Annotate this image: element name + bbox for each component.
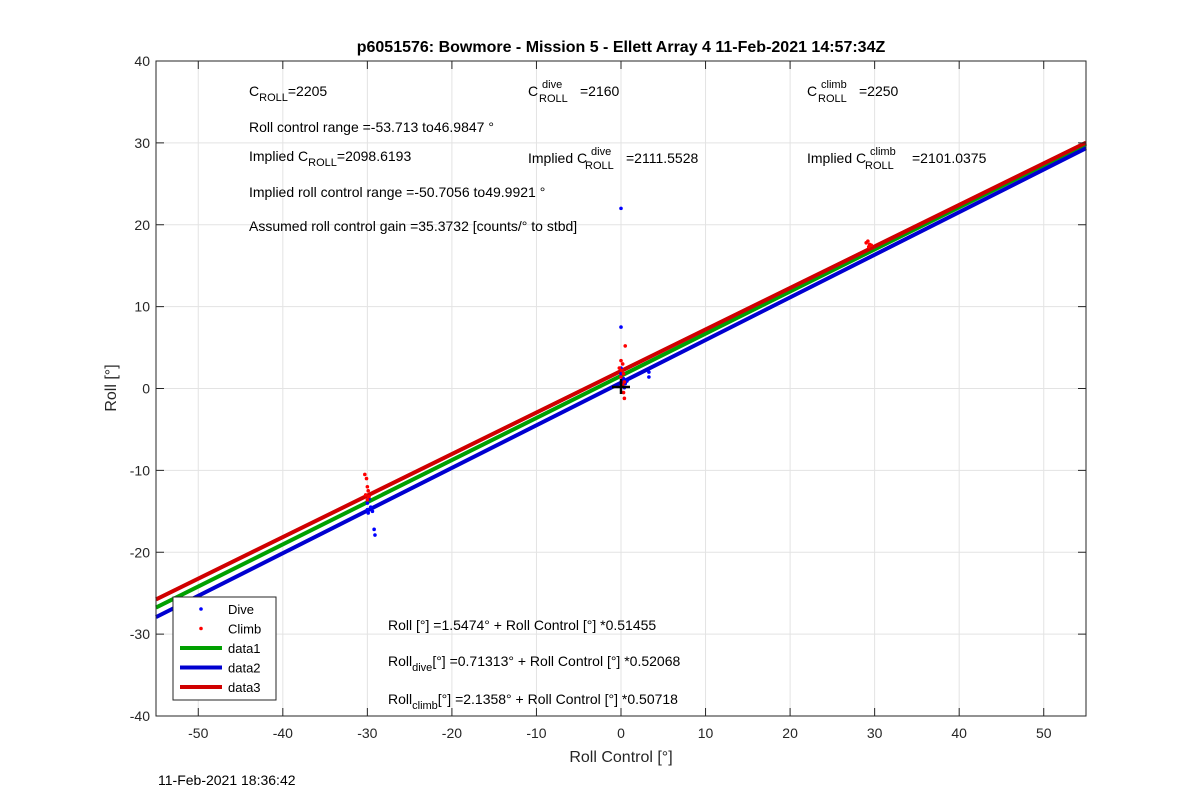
point-climb xyxy=(366,489,371,493)
point-dive xyxy=(365,501,370,505)
y-tick-label: -30 xyxy=(130,626,150,642)
point-climb xyxy=(367,494,371,499)
fit-dive-annotation: Rolldive[°] =0.71313° + Roll Control [°]… xyxy=(388,653,680,674)
implied-c-dive-value: =2111.5528 xyxy=(626,150,698,166)
y-tick-label: 30 xyxy=(134,135,150,151)
legend-item-climb: Climb xyxy=(199,622,261,637)
legend-item-data1: data1 xyxy=(180,641,261,656)
x-tick-label: -50 xyxy=(188,725,208,741)
legend-item-data3: data3 xyxy=(180,680,261,695)
implied-c-dive-sub: ROLL xyxy=(585,160,614,172)
c-climb-annotation: C climb xyxy=(807,79,847,99)
origin-marker xyxy=(612,379,630,394)
implied-c-climb-value: =2101.0375 xyxy=(912,150,987,166)
timestamp-footer: 11-Feb-2021 18:36:42 xyxy=(158,772,296,788)
y-tick-label: -20 xyxy=(130,544,150,560)
legend-marker xyxy=(199,626,203,631)
implied-c-climb-annotation: Implied C climb xyxy=(807,146,896,166)
point-climb xyxy=(621,390,626,395)
x-tick-label: 40 xyxy=(951,725,967,741)
y-tick-label: -10 xyxy=(130,462,150,478)
point-climb xyxy=(620,362,625,366)
point-dive xyxy=(373,533,377,537)
legend-label: data2 xyxy=(228,661,261,676)
point-climb xyxy=(364,476,369,481)
fit-climb-annotation: Rollclimb[°] =2.1358° + Roll Control [°]… xyxy=(388,691,678,712)
y-tick-label: 0 xyxy=(142,381,150,397)
c-dive-sub: ROLL xyxy=(539,93,568,105)
c-climb-sub: ROLL xyxy=(818,93,847,105)
point-climb xyxy=(363,493,368,497)
x-tick-label: 20 xyxy=(782,725,798,741)
c-dive-value: =2160 xyxy=(580,83,620,99)
point-dive xyxy=(370,509,375,514)
x-tick-label: -40 xyxy=(273,725,293,741)
x-axis-label: Roll Control [°] xyxy=(569,749,672,766)
point-climb xyxy=(365,484,370,489)
point-dive xyxy=(619,325,623,329)
point-climb xyxy=(622,396,627,401)
x-tick-label: -30 xyxy=(357,725,377,741)
point-climb xyxy=(623,344,628,348)
y-tick-label: 40 xyxy=(134,53,150,69)
point-dive xyxy=(647,370,651,374)
c-climb-value: =2250 xyxy=(859,83,899,99)
x-tick-label: -10 xyxy=(526,725,546,741)
x-tick-label: 30 xyxy=(867,725,883,741)
range-annotation: Roll control range =-53.713 to46.9847 ° xyxy=(249,119,494,135)
y-tick-label: 10 xyxy=(134,299,150,315)
legend: Dive Climb data1 data2 data3 xyxy=(172,596,277,701)
c-dive-annotation: C dive xyxy=(528,79,562,99)
y-tick-label: 20 xyxy=(134,217,150,233)
point-dive xyxy=(647,375,651,379)
legend-label: Dive xyxy=(228,602,254,617)
point-dive xyxy=(619,371,623,376)
c-roll-annotation: CROLL=2205 xyxy=(249,83,327,104)
point-dive xyxy=(366,511,371,515)
x-tick-label: 10 xyxy=(698,725,714,741)
fit-all-annotation: Roll [°] =1.5474° + Roll Control [°] *0.… xyxy=(388,617,656,633)
point-climb xyxy=(866,239,870,243)
legend-label: data1 xyxy=(228,641,261,656)
point-dive xyxy=(619,206,623,211)
axis-ticks: -50 -40 -30 -20 -10 0 10 20 30 40 50 -40 -30 -20 -10 0 1… xyxy=(130,53,1086,741)
point-climb xyxy=(363,472,367,477)
implied-range-annotation: Implied roll control range =-50.7056 to4… xyxy=(249,184,545,200)
point-dive xyxy=(365,507,370,512)
legend-label: data3 xyxy=(228,680,261,695)
x-tick-label: 0 xyxy=(617,725,625,741)
gain-annotation: Assumed roll control gain =35.3732 [coun… xyxy=(249,218,577,234)
implied-c-climb-sub: ROLL xyxy=(865,160,894,172)
point-climb xyxy=(622,380,627,384)
data-points xyxy=(363,206,874,537)
point-climb xyxy=(617,366,622,370)
implied-c-dive-annotation: Implied C dive xyxy=(528,146,611,166)
point-dive xyxy=(372,527,376,532)
chart-title: p6051576: Bowmore - Mission 5 - Ellett A… xyxy=(357,39,886,56)
legend-item-dive: Dive xyxy=(199,602,254,617)
legend-item-data2: data2 xyxy=(180,661,261,676)
legend-marker xyxy=(199,607,203,611)
y-tick-label: -40 xyxy=(130,708,150,724)
legend-label: Climb xyxy=(228,622,261,637)
x-tick-label: -20 xyxy=(442,725,462,741)
annotations: CROLL=2205 C dive ROLL =2160 C climb ROL… xyxy=(249,79,987,712)
x-tick-label: 50 xyxy=(1036,725,1052,741)
point-climb xyxy=(620,368,624,373)
implied-c-roll-annotation: Implied CROLL=2098.6193 xyxy=(249,148,411,169)
point-climb xyxy=(619,358,623,363)
point-climb xyxy=(621,371,626,376)
point-climb xyxy=(866,245,871,249)
point-climb xyxy=(365,498,370,502)
point-dive xyxy=(368,505,373,510)
point-climb xyxy=(619,375,623,379)
y-axis-label: Roll [°] xyxy=(103,364,120,411)
